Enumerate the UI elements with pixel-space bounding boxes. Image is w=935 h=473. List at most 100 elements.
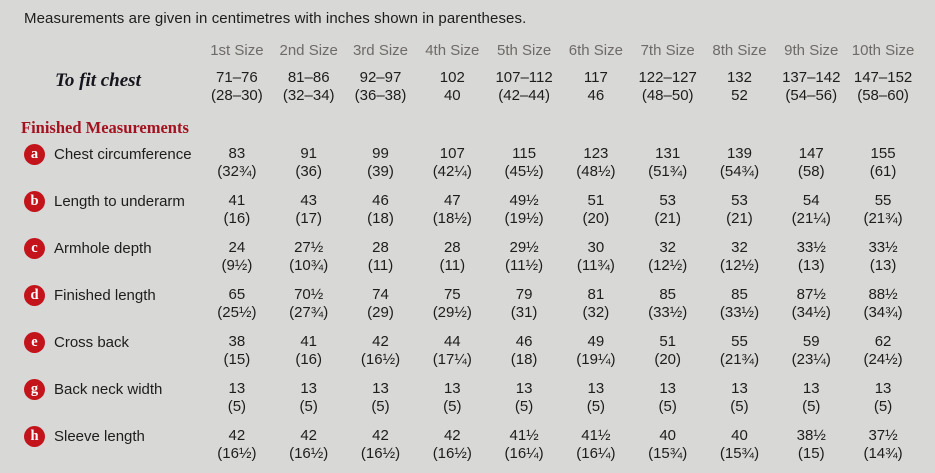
value-cell: 42 (16½)	[416, 427, 488, 463]
value-cell: 38 (15)	[201, 333, 273, 369]
size-column-header: 9th Size	[784, 42, 839, 59]
inches-value: 40	[443, 87, 461, 104]
cm-value: 33½	[796, 239, 826, 256]
value-cell: 85 (33½)	[704, 286, 776, 322]
cm-value: 13	[372, 380, 389, 397]
row-letter-badge: c	[24, 238, 45, 259]
value-cell: 47 (18½)	[416, 192, 488, 228]
cm-value: 38	[228, 333, 246, 350]
inches-value: (5)	[514, 398, 534, 415]
inches-value: (12½)	[719, 257, 760, 274]
value-cell: 46 (18)	[488, 333, 560, 369]
size-column-header: 6th Size	[568, 42, 623, 59]
cm-value: 155	[870, 145, 896, 162]
inches-value: (5)	[371, 398, 390, 415]
value-cell: 42 (16½)	[273, 427, 345, 463]
cm-value: 47	[443, 192, 461, 209]
row-label: Sleeve length	[54, 428, 145, 445]
inches-value: (54–56)	[785, 87, 838, 104]
value-cell: 13 (5)	[847, 380, 919, 416]
value-cell: 59 (23¼)	[775, 333, 847, 369]
cm-value: 102	[439, 69, 465, 86]
inches-value: (5)	[227, 398, 247, 415]
value-cell: 41½ (16¼)	[488, 427, 560, 463]
cm-value: 32	[659, 239, 677, 256]
value-cell: 139 (54¾)	[704, 145, 776, 181]
cm-value: 42	[443, 427, 461, 444]
cm-value: 122–127	[638, 69, 697, 86]
inches-value: (16½)	[432, 445, 472, 462]
value-cell: 132 52	[704, 69, 776, 105]
cm-value: 28	[443, 239, 461, 256]
cm-value: 13	[659, 380, 677, 397]
cm-value: 131	[655, 145, 681, 162]
row-letter-badge: e	[24, 332, 45, 353]
value-cell: 147 (58)	[775, 145, 847, 181]
value-cell: 42 (16½)	[345, 333, 417, 369]
row-letter-badge: d	[24, 285, 45, 306]
inches-value: (32¾)	[217, 163, 257, 180]
cm-value: 85	[731, 286, 748, 303]
inches-value: (18)	[510, 351, 538, 368]
inches-value: (29)	[367, 304, 394, 321]
value-cell: 13 (5)	[704, 380, 776, 416]
value-cell: 13 (5)	[273, 380, 345, 416]
value-cell: 46 (18)	[345, 192, 417, 228]
cm-value: 147	[798, 145, 824, 162]
row-label-cell: g Back neck width	[0, 379, 201, 400]
value-cell: 13 (5)	[416, 380, 488, 416]
value-cell: 75 (29½)	[416, 286, 488, 322]
value-cell: 99 (39)	[345, 145, 417, 181]
inches-value: (54¾)	[719, 163, 760, 180]
inches-value: (5)	[443, 398, 462, 415]
measurement-rows: a Chest circumference 83 (32¾) 91 (36) 99 (39…	[0, 144, 935, 463]
inches-value: (45½)	[504, 163, 544, 180]
cm-value: 53	[731, 192, 748, 209]
cm-value: 42	[372, 427, 389, 444]
cm-value: 40	[659, 427, 677, 444]
cm-value: 43	[300, 192, 318, 209]
size-column-header: 7th Size	[640, 42, 695, 59]
inches-value: (19¼)	[576, 351, 616, 368]
cm-value: 54	[802, 192, 820, 209]
inches-value: (48½)	[576, 163, 616, 180]
inches-value: (20)	[654, 351, 682, 368]
inches-value: (27¾)	[289, 304, 329, 321]
value-cell: 28 (11)	[416, 239, 488, 275]
inches-value: (61)	[869, 163, 897, 180]
inches-value: (5)	[802, 398, 821, 415]
cm-value: 13	[300, 380, 318, 397]
row-label-cell: e Cross back	[0, 332, 201, 353]
value-cell: 32 (12½)	[632, 239, 704, 275]
inches-value: (13)	[797, 257, 825, 274]
value-cell: 102 40	[416, 69, 488, 105]
row-label-cell: b Length to underarm	[0, 191, 201, 212]
cm-value: 32	[731, 239, 748, 256]
inches-value: (11½)	[505, 257, 544, 274]
inches-value: (11¾)	[576, 257, 615, 274]
cm-value: 70½	[294, 286, 324, 303]
inches-value: (15¾)	[719, 445, 760, 462]
value-cell: 24 (9½)	[201, 239, 273, 275]
inches-value: (17)	[295, 210, 323, 227]
cm-value: 88½	[868, 286, 898, 303]
row-label: Cross back	[54, 334, 130, 351]
value-cell: 137–142 (54–56)	[775, 69, 847, 105]
value-cell: 42 (16½)	[345, 427, 417, 463]
cm-value: 53	[659, 192, 677, 209]
size-column-header: 1st Size	[210, 42, 264, 59]
value-cell: 40 (15¾)	[704, 427, 776, 463]
inches-value: (36)	[295, 163, 323, 180]
value-cell: 32 (12½)	[704, 239, 776, 275]
value-cell: 13 (5)	[345, 380, 417, 416]
inches-value: (16½)	[217, 445, 257, 462]
measurement-row: g Back neck width 13 (5) 13 (5) 13 (5) 13 (5) 13…	[0, 379, 935, 416]
cm-value: 107	[439, 145, 465, 162]
inches-value: (15)	[223, 351, 251, 368]
inches-value: (5)	[299, 398, 318, 415]
inches-value: (13)	[869, 257, 897, 274]
value-cell: 41½ (16¼)	[560, 427, 632, 463]
inches-value: (5)	[586, 398, 606, 415]
cm-value: 51	[587, 192, 605, 209]
